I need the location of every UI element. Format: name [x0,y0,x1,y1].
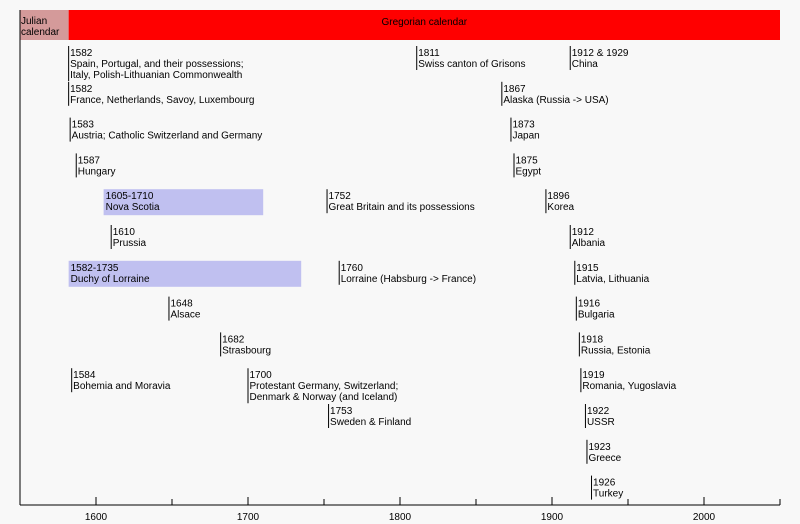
event-range-bar [68,260,302,287]
event-region-label: Austria; Catholic Switzerland and German… [72,131,263,142]
calendar-band-gregorian [68,10,780,40]
event-region-label: Korea [547,202,574,213]
event-date-label: 1923 [588,442,611,453]
event-date-label: 1648 [170,299,193,310]
event-region-label: Hungary [78,166,116,177]
event-region-label: Alaska (Russia -> USA) [503,95,608,106]
event-date-label: 1919 [582,370,605,381]
event-region-label: Nova Scotia [106,202,160,213]
event-region-label: Swiss canton of Grisons [418,59,525,70]
event-region-label: Sweden & Finland [330,417,411,428]
event-date-label: 1912 & 1929 [572,48,629,59]
event-region-label: Duchy of Lorraine [71,274,150,285]
event-region-label: Turkey [593,489,623,500]
event-region-label: USSR [587,417,615,428]
event-region-label: Romania, Yugoslavia [582,381,676,392]
calendar-band-julian [20,10,69,40]
event-region-label: Lorraine (Habsburg -> France) [341,274,476,285]
event-region-label: Greece [588,453,621,464]
event-date-label: 1752 [329,191,352,202]
event-date-label: 1875 [516,155,539,166]
event-region-label: France, Netherlands, Savoy, Luxembourg [70,95,254,106]
event-region-label: Japan [512,131,539,142]
event-region-label: Prussia [113,238,147,249]
event-date-label: 1922 [587,406,610,417]
x-tick-label: 1900 [541,512,564,523]
x-tick-label: 2000 [693,512,716,523]
event-date-label: 1583 [72,120,95,131]
event-region-label: Alsace [170,310,200,321]
event-region-label: Bohemia and Moravia [73,381,171,392]
event-region-label: Italy, Polish-Lithuanian Commonwealth [70,70,242,81]
event-region-label: Russia, Estonia [581,345,651,356]
event-date-label: 1584 [73,370,96,381]
event-date-label: 1582 [70,48,93,59]
event-date-label: 1811 [418,48,440,59]
event-date-label: 1610 [113,227,136,238]
event-range-bar [103,189,264,216]
event-date-label: 1753 [330,406,353,417]
event-date-label: 1760 [341,263,364,274]
event-date-label: 1682 [222,334,245,345]
calendar-label: Julian [21,16,47,27]
event-region-label: Protestant Germany, Switzerland; [250,381,399,392]
calendar-label: calendar [21,27,60,38]
event-date-label: 1918 [581,334,604,345]
event-region-label: Denmark & Norway (and Iceland) [250,392,398,403]
event-date-label: 1926 [593,478,616,489]
event-region-label: Latvia, Lithuania [576,274,649,285]
event-date-label: 1582-1735 [71,263,119,274]
event-date-label: 1912 [572,227,595,238]
event-date-label: 1896 [547,191,570,202]
event-date-label: 1587 [78,155,101,166]
event-date-label: 1873 [512,120,535,131]
event-region-label: China [572,59,599,70]
calendar-label: Gregorian calendar [382,17,468,28]
event-date-label: 1605-1710 [106,191,154,202]
event-date-label: 1582 [70,84,93,95]
event-date-label: 1916 [578,299,601,310]
x-tick-label: 1700 [237,512,260,523]
event-region-label: Albania [572,238,606,249]
x-tick-label: 1600 [85,512,108,523]
event-region-label: Strasbourg [222,345,271,356]
event-date-label: 1915 [576,263,599,274]
event-date-label: 1867 [503,84,526,95]
event-region-label: Bulgaria [578,310,615,321]
event-region-label: Egypt [516,166,542,177]
x-tick-label: 1800 [389,512,412,523]
event-region-label: Spain, Portugal, and their possessions; [70,59,243,70]
event-region-label: Great Britain and its possessions [329,202,475,213]
event-date-label: 1700 [250,370,273,381]
